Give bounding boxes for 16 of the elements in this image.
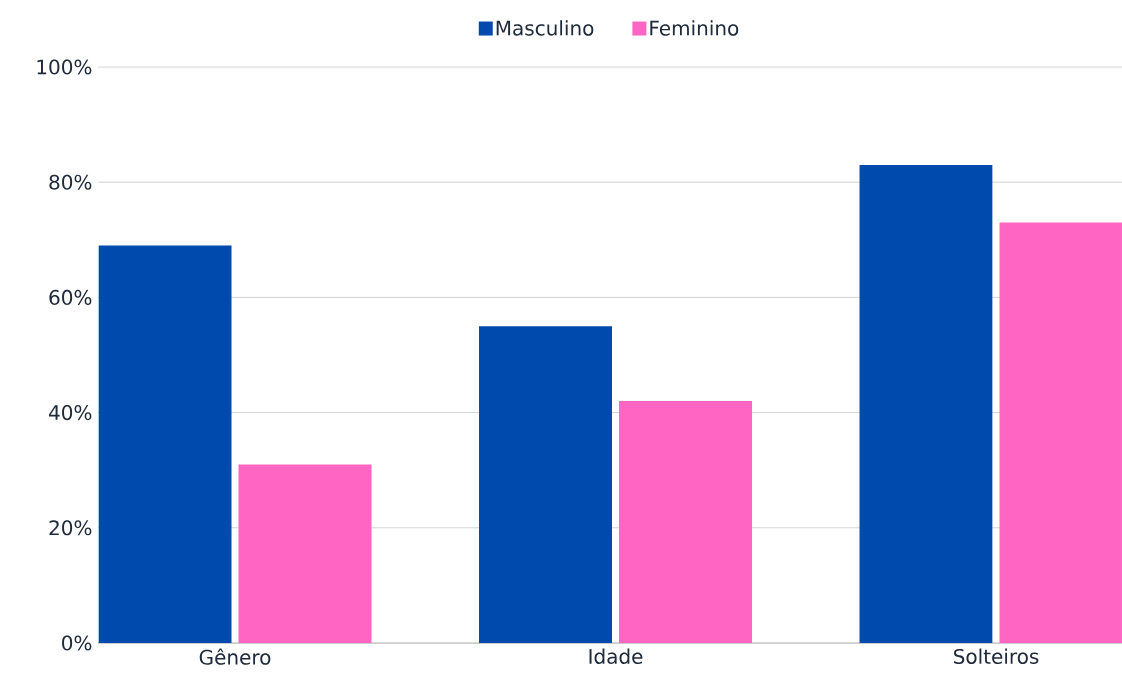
legend-label: Feminino (650, 20, 739, 36)
y-tick-label: 100% (37, 59, 92, 75)
x-tick-label: Solteiros (954, 648, 1039, 664)
y-tick-label: 40% (49, 405, 92, 421)
bar (619, 401, 753, 643)
x-tick-label: Gênero (199, 648, 271, 665)
y-tick-label: 60% (49, 289, 92, 305)
x-tick-label: Idade (589, 648, 643, 664)
bar (479, 326, 613, 643)
y-tick-label: 20% (49, 520, 92, 536)
bar (859, 164, 993, 643)
bar (98, 245, 232, 643)
legend-label: Masculino (496, 20, 594, 36)
bar (238, 464, 372, 643)
y-tick-label: 0% (62, 635, 92, 651)
y-tick-label: 80% (49, 174, 92, 190)
